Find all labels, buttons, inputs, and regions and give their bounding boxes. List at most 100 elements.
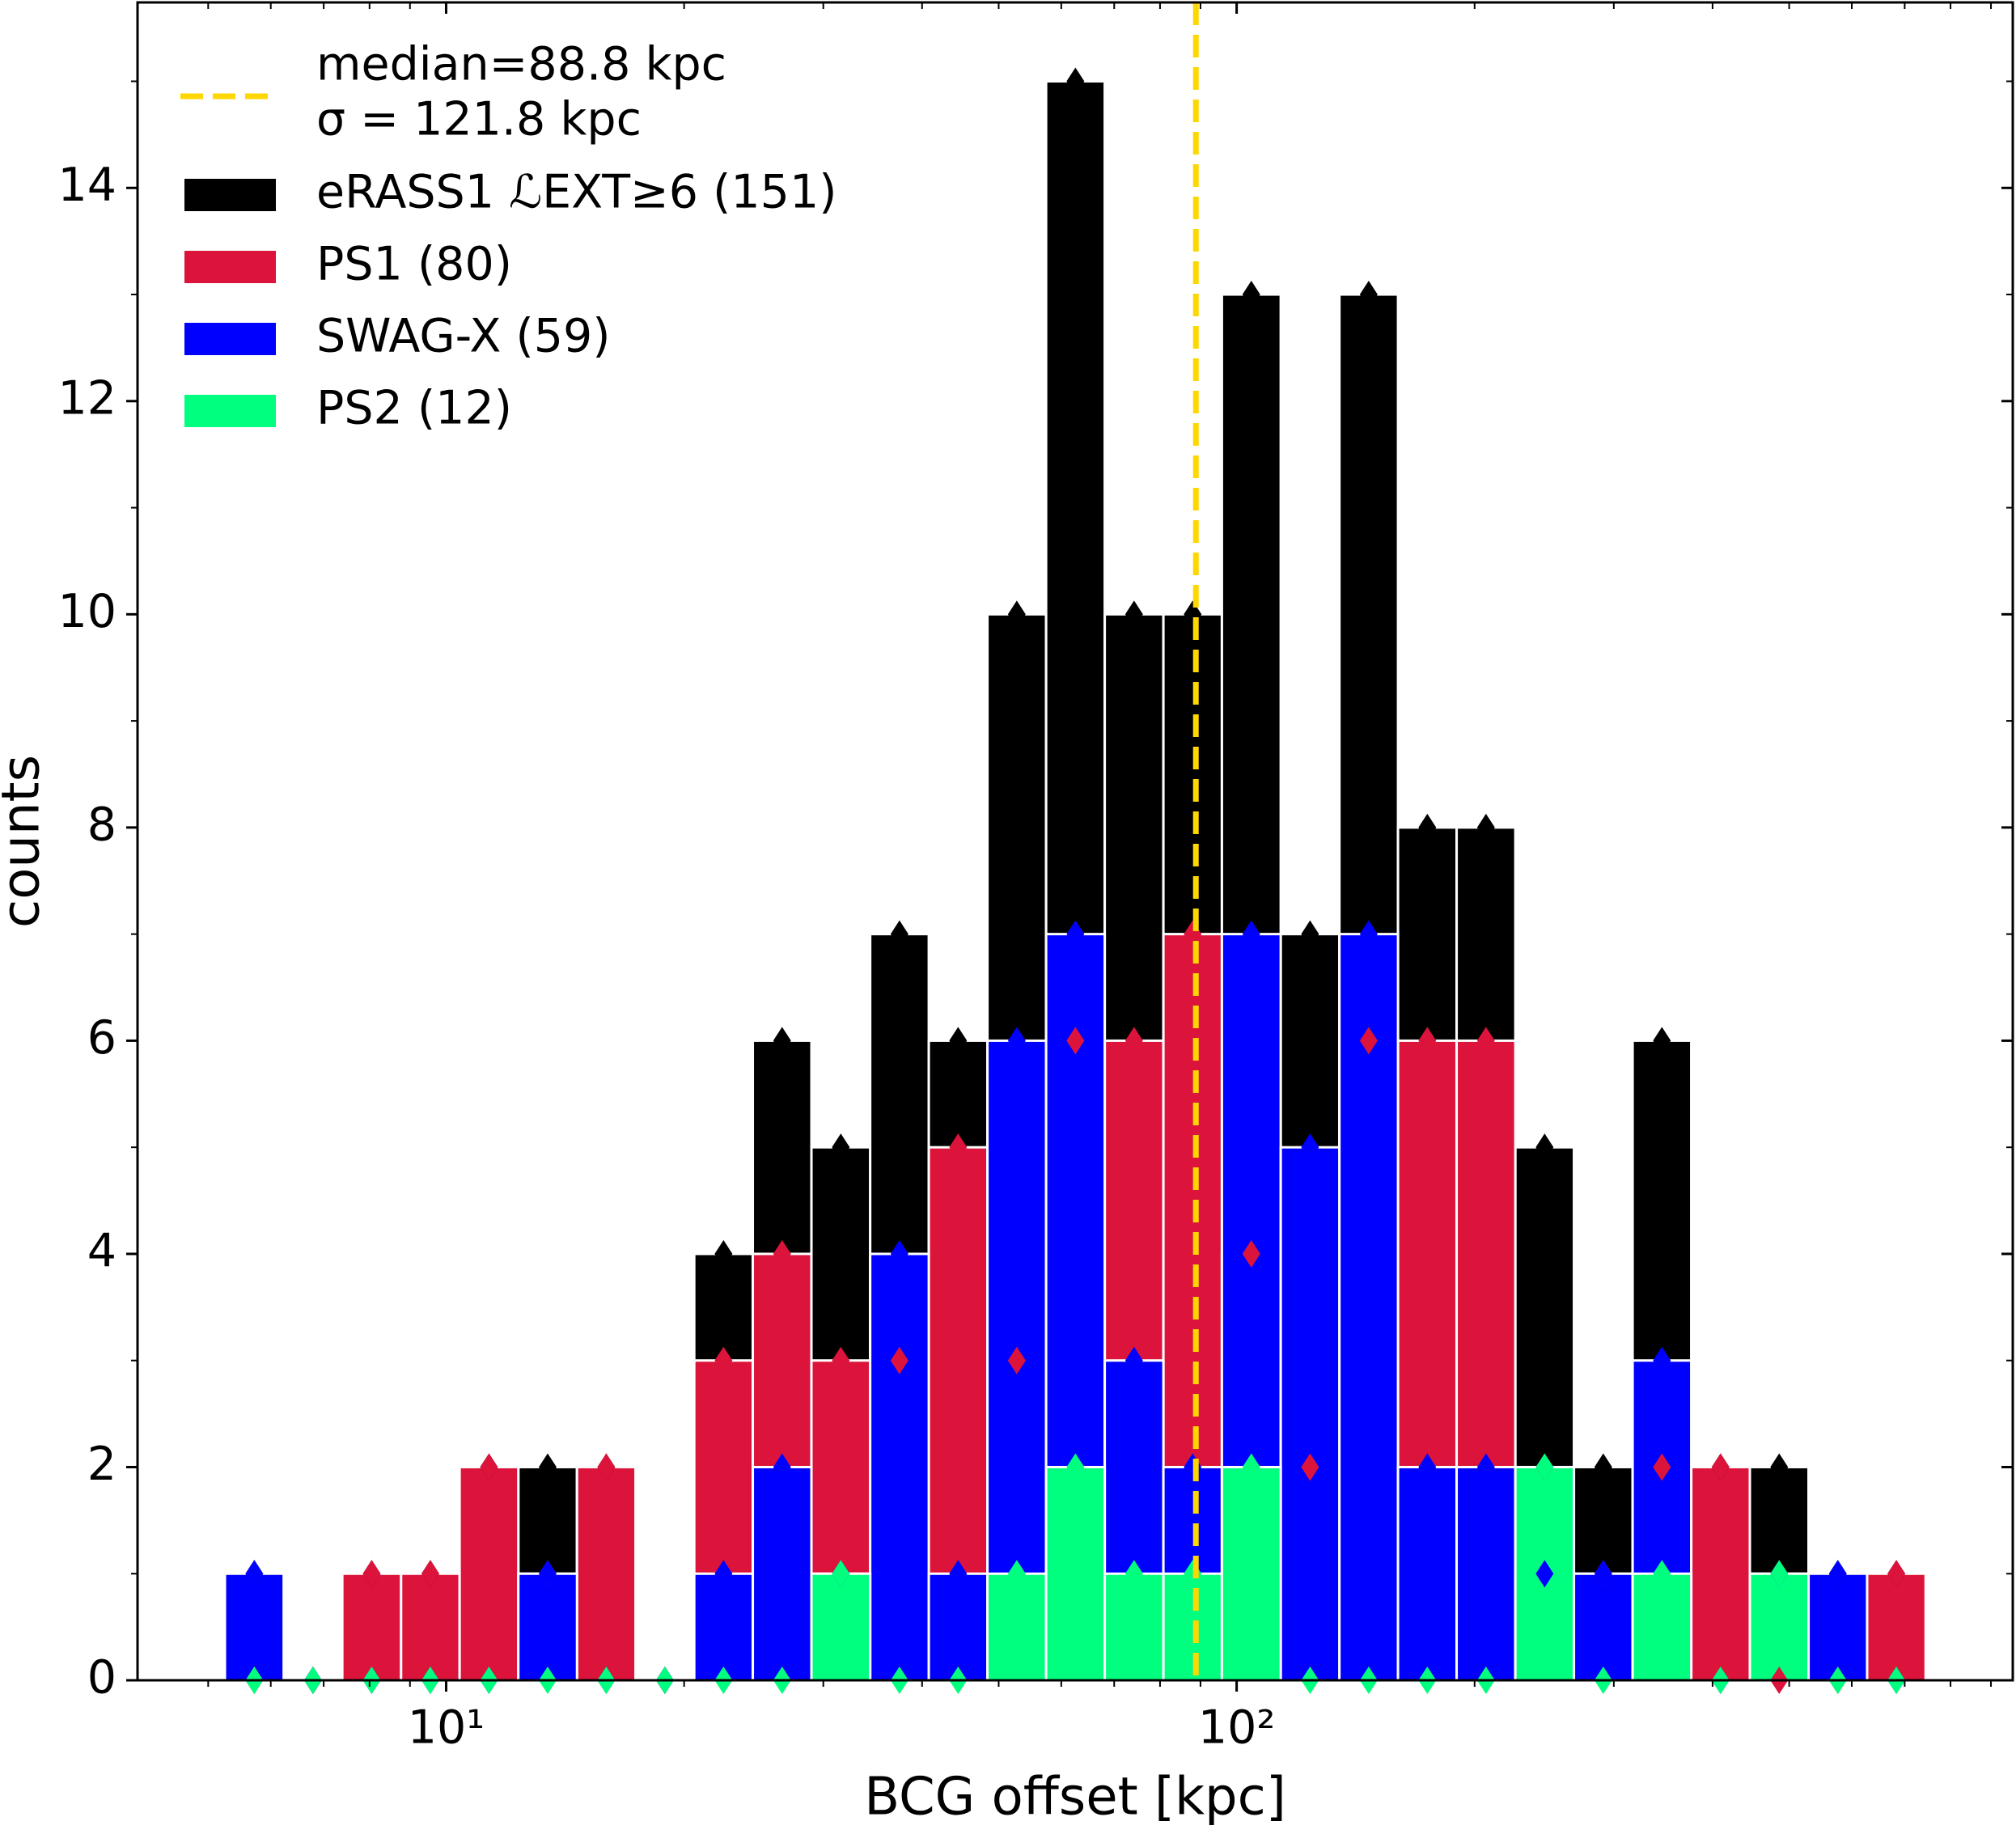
bar-top-marker: [1418, 1453, 1437, 1481]
bar: [1220, 1465, 1282, 1682]
bar: [1396, 1465, 1459, 1682]
bar-top-marker: [1476, 1453, 1495, 1481]
bar: [1866, 1572, 1927, 1682]
y-tick-label: 6: [87, 1011, 116, 1065]
bar-top-marker: [949, 1560, 968, 1588]
bar-top-marker: [1007, 1560, 1026, 1588]
bar-top-marker: [1242, 1239, 1260, 1268]
legend-label: SWAG-X (59): [316, 310, 611, 363]
bar: [1279, 1146, 1341, 1682]
y-tick-label: 8: [87, 798, 116, 851]
bar: [1690, 1465, 1751, 1682]
y-tick-label: 2: [87, 1438, 116, 1491]
bar-top-marker: [1301, 1453, 1319, 1481]
bar-top-marker: [832, 1133, 850, 1162]
legend-label: eRASS1 ℒEXT≥6 (151): [316, 166, 836, 219]
bar-top-marker: [714, 1346, 733, 1374]
legend-swatch: [184, 395, 276, 427]
bar-top-marker: [773, 1453, 791, 1481]
bar-top-marker: [1242, 1453, 1260, 1481]
bar-top-marker: [1770, 1560, 1789, 1588]
bar: [692, 1572, 755, 1682]
legend-label: PS1 (80): [316, 238, 512, 291]
bar: [1338, 933, 1400, 1682]
legend-swatch: [184, 179, 276, 211]
bar-top-marker: [949, 1027, 968, 1055]
bar: [341, 1572, 403, 1682]
bar-top-marker: [1124, 1346, 1143, 1374]
bar: [1748, 1572, 1811, 1682]
bar-top-marker: [1418, 813, 1437, 841]
bar: [1631, 1572, 1693, 1682]
bar-top-marker: [245, 1560, 264, 1588]
bar-top-marker: [773, 1027, 791, 1055]
bar-top-marker: [1124, 1027, 1143, 1055]
bar-top-marker: [1007, 1027, 1026, 1055]
bar-top-marker: [1066, 920, 1085, 948]
bar-top-marker: [1535, 1560, 1554, 1588]
bar: [869, 1252, 930, 1682]
bar-top-marker: [1066, 1453, 1085, 1481]
bar-top-marker: [1653, 1560, 1671, 1588]
bar-top-marker: [832, 1346, 850, 1374]
bar-top-marker: [1066, 67, 1085, 95]
bar-top-marker: [1007, 1346, 1026, 1374]
bar-top-marker: [890, 1239, 908, 1268]
y-tick-label: 0: [87, 1651, 116, 1705]
bar-top-marker: [714, 1239, 733, 1268]
bar-top-marker: [1535, 1453, 1554, 1481]
legend-label: σ = 121.8 kpc: [316, 93, 642, 146]
bar: [575, 1465, 637, 1682]
bar: [810, 1572, 872, 1682]
bar-top-marker: [1359, 281, 1378, 309]
bar-top-marker: [832, 1560, 850, 1588]
bar-top-marker: [1653, 1346, 1671, 1374]
legend-swatch: [184, 323, 276, 355]
bar: [752, 1465, 813, 1682]
bar-top-marker: [1242, 281, 1260, 309]
bar-top-marker: [1066, 1027, 1085, 1055]
bar: [458, 1465, 520, 1682]
y-tick-label: 14: [57, 159, 116, 212]
bar-top-marker: [1124, 600, 1143, 629]
bar-top-marker: [480, 1453, 498, 1481]
bar-top-marker: [362, 1560, 381, 1588]
bar-top-marker: [1007, 600, 1026, 629]
bar-top-marker: [714, 1560, 733, 1588]
bar-top-marker: [1653, 1453, 1671, 1481]
bar: [1162, 1572, 1223, 1682]
bar: [517, 1572, 578, 1682]
bar-top-marker: [1476, 1027, 1495, 1055]
bar-top-marker: [1124, 1560, 1143, 1588]
y-axis-label: counts: [0, 755, 52, 928]
bar-top-marker: [1594, 1453, 1612, 1481]
bar-top-marker: [949, 1133, 968, 1162]
bar-top-marker: [1359, 1027, 1378, 1055]
bar: [223, 1572, 286, 1682]
x-tick-label: 10¹: [408, 1701, 485, 1755]
bar-top-marker: [1594, 1560, 1612, 1588]
bar-top-marker: [1242, 920, 1260, 948]
bar: [400, 1572, 461, 1682]
bar: [1573, 1572, 1634, 1682]
legend-label: median=88.8 kpc: [316, 38, 726, 91]
y-tick-label: 12: [57, 371, 116, 425]
bar-top-marker: [1828, 1560, 1847, 1588]
y-tick-label: 4: [87, 1225, 116, 1278]
bar-top-marker: [538, 1453, 557, 1481]
bar-top-marker: [1887, 1560, 1906, 1588]
plot-frame: [136, 1, 2014, 1682]
bar-top-marker: [538, 1560, 557, 1588]
bar-top-marker: [597, 1453, 616, 1481]
legend-swatch: [184, 251, 276, 283]
bar: [1455, 1465, 1517, 1682]
bar-top-marker: [1476, 813, 1495, 841]
bar: [1103, 1572, 1165, 1682]
bar-top-marker: [1359, 920, 1378, 948]
y-tick-label: 10: [57, 585, 116, 638]
bar-top-marker: [1301, 920, 1319, 948]
bar-top-marker: [773, 1239, 791, 1268]
bar-top-marker: [890, 1346, 908, 1374]
